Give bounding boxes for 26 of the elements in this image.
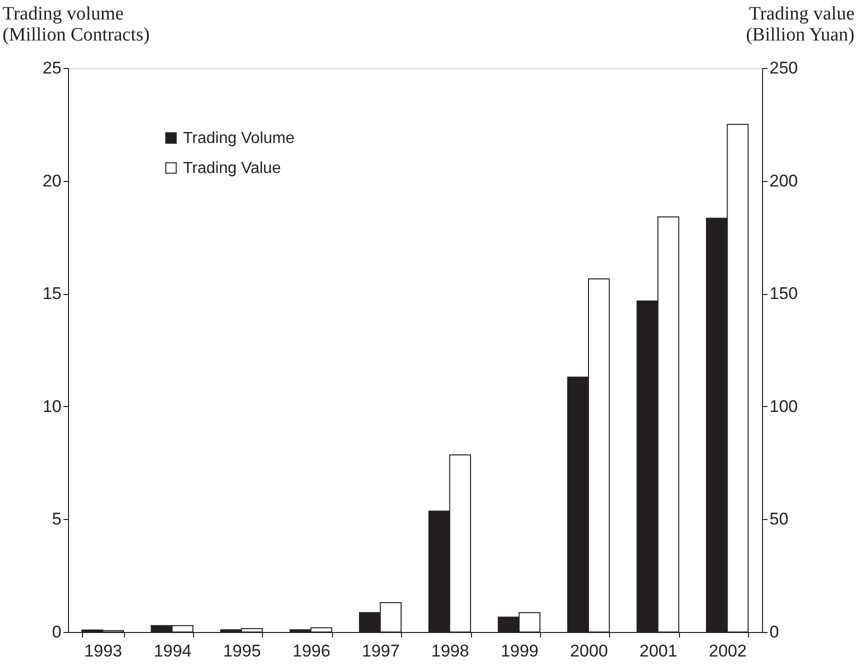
x-tick-label: 1994 — [154, 642, 192, 660]
y2-tick-label: 100 — [770, 396, 798, 416]
y2-tick-label: 0 — [770, 622, 779, 642]
x-tick-label: 1995 — [223, 642, 261, 660]
y2-tick-label: 50 — [770, 510, 788, 529]
x-tick-label: 1996 — [292, 642, 330, 660]
x-tick-label: 1993 — [84, 642, 122, 660]
y-tick-label: 10 — [42, 396, 62, 416]
y2-tick-label: 250 — [770, 58, 798, 78]
y-tick-label: 15 — [42, 284, 62, 304]
y-tick-label: 5 — [52, 510, 62, 529]
x-tick-label: 2001 — [639, 642, 678, 660]
y-tick-label: 20 — [42, 171, 62, 190]
legend-label: Trading Volume — [183, 130, 295, 147]
x-tick-label: 1998 — [431, 642, 470, 660]
x-tick-label: 1999 — [500, 642, 539, 660]
legend-label: Trading Value — [183, 160, 281, 177]
y2-tick-label: 150 — [770, 284, 798, 304]
y2-axis-title: Trading value (Billion Yuan) — [746, 4, 854, 46]
x-tick-label: 1997 — [362, 642, 400, 660]
y-tick-label: 25 — [42, 58, 62, 78]
x-tick-label: 2002 — [708, 642, 747, 660]
y-tick-label: 0 — [52, 622, 62, 642]
x-tick-label: 2000 — [570, 642, 608, 660]
y-axis-title: Trading volume (Million Contracts) — [2, 4, 150, 46]
y2-tick-label: 200 — [770, 171, 798, 190]
